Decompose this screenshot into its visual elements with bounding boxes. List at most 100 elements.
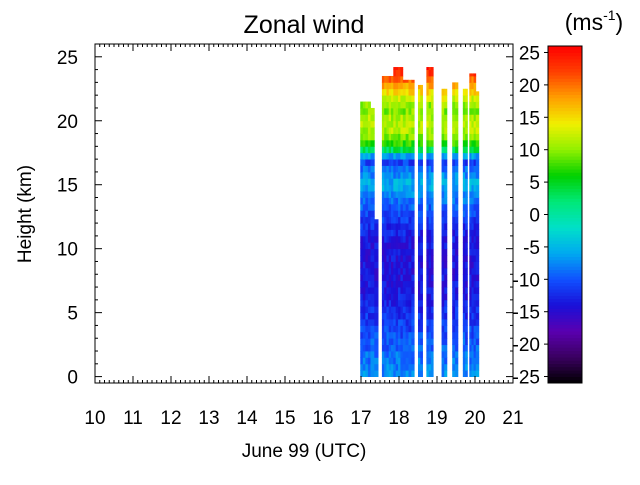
colorbar-band — [548, 104, 582, 108]
heatmap-cell — [462, 319, 466, 326]
heatmap-cell — [391, 216, 394, 224]
heatmap-cell — [367, 248, 371, 256]
heatmap-cell — [465, 370, 468, 378]
heatmap-cell — [362, 216, 366, 224]
heatmap-cell — [418, 293, 421, 301]
heatmap-cell — [452, 261, 456, 269]
heatmap-cell — [393, 331, 397, 339]
heatmap-cell — [418, 344, 421, 352]
heatmap-cell — [473, 261, 477, 269]
heatmap-cell — [367, 229, 371, 237]
heatmap-column-group — [393, 67, 404, 378]
heatmap-cell — [428, 95, 432, 102]
heatmap-cell — [418, 165, 421, 173]
colorbar-band — [548, 195, 582, 199]
heatmap-cell — [362, 101, 366, 109]
heatmap-cell — [430, 312, 434, 320]
heatmap-cell — [471, 261, 474, 269]
heatmap-cell — [426, 287, 430, 294]
heatmap-cell — [473, 120, 477, 128]
heatmap-cell — [370, 312, 375, 320]
heatmap-column-group — [452, 82, 459, 378]
heatmap-cell — [395, 267, 399, 275]
heatmap-cell — [465, 210, 468, 218]
heatmap-cell — [444, 101, 448, 109]
heatmap-cell — [393, 338, 397, 346]
heatmap-cell — [398, 75, 401, 83]
heatmap-cell — [428, 274, 432, 282]
heatmap-cell — [393, 82, 397, 90]
heatmap-cell — [405, 146, 409, 154]
heatmap-cell — [360, 325, 364, 333]
heatmap-cell — [465, 178, 468, 186]
heatmap-cell — [362, 197, 366, 205]
heatmap-cell — [418, 95, 421, 102]
heatmap-cell — [393, 312, 397, 320]
heatmap-cell — [411, 235, 415, 243]
heatmap-cell — [430, 331, 434, 339]
heatmap-cell — [402, 127, 407, 134]
heatmap-cell — [370, 280, 375, 288]
heatmap-cell — [362, 357, 366, 365]
heatmap-cell — [455, 159, 459, 166]
axis-ticks — [94, 44, 514, 383]
heatmap-cell — [452, 357, 456, 365]
heatmap-cell — [475, 203, 480, 211]
heatmap-cell — [365, 191, 369, 198]
heatmap-cell — [430, 325, 434, 333]
heatmap-cell — [386, 338, 390, 346]
heatmap-cell — [400, 146, 404, 154]
heatmap-cell — [465, 88, 468, 96]
heatmap-cell — [365, 127, 369, 134]
heatmap-cell — [388, 184, 392, 192]
heatmap-cell — [367, 159, 371, 166]
heatmap-cell — [405, 178, 409, 186]
heatmap-cell — [452, 306, 456, 314]
heatmap-cell — [426, 338, 430, 346]
heatmap-cell — [365, 178, 369, 186]
heatmap-cell — [365, 299, 369, 307]
heatmap-cell — [473, 229, 477, 237]
heatmap-cell — [418, 197, 421, 205]
heatmap-cell — [395, 325, 399, 333]
heatmap-cell — [420, 197, 423, 205]
heatmap-cell — [462, 280, 466, 288]
colorbar-tick-label: -25 — [513, 368, 540, 389]
heatmap-cell — [473, 107, 477, 115]
heatmap-cell — [473, 351, 477, 358]
y-tick-label: 0 — [67, 368, 78, 389]
colorbar-unit-label: (ms-1) — [565, 7, 623, 35]
heatmap-cell — [405, 242, 409, 250]
heatmap-cell — [402, 152, 407, 160]
heatmap-cell — [395, 242, 399, 250]
heatmap-cell — [411, 197, 415, 205]
heatmap-cell — [475, 338, 480, 346]
heatmap-cell — [391, 287, 394, 294]
heatmap-cell — [426, 210, 430, 218]
heatmap-cell — [430, 370, 434, 378]
heatmap-cell — [428, 75, 432, 83]
heatmap-cell — [426, 274, 430, 282]
heatmap-cell — [402, 331, 407, 339]
heatmap-cell — [426, 171, 430, 179]
heatmap-cell — [441, 165, 445, 173]
colorbar-band — [548, 214, 582, 219]
heatmap-cell — [430, 338, 434, 346]
heatmap-cell — [395, 88, 399, 96]
heatmap-cell — [473, 101, 477, 109]
heatmap-cell — [473, 312, 477, 320]
heatmap-cell — [393, 146, 397, 154]
heatmap-cell — [398, 280, 401, 288]
x-tick-label: 17 — [350, 408, 371, 429]
heatmap-cell — [475, 248, 480, 256]
heatmap-cell — [430, 107, 434, 115]
heatmap-cell — [360, 165, 364, 173]
heatmap-cell — [455, 127, 459, 134]
colorbar-band — [548, 360, 582, 364]
heatmap-cell — [365, 229, 369, 237]
heatmap-cell — [418, 351, 421, 358]
heatmap-cell — [402, 357, 407, 365]
heatmap-cell — [391, 165, 394, 173]
heatmap-cell — [381, 312, 385, 320]
heatmap-cell — [395, 370, 399, 378]
